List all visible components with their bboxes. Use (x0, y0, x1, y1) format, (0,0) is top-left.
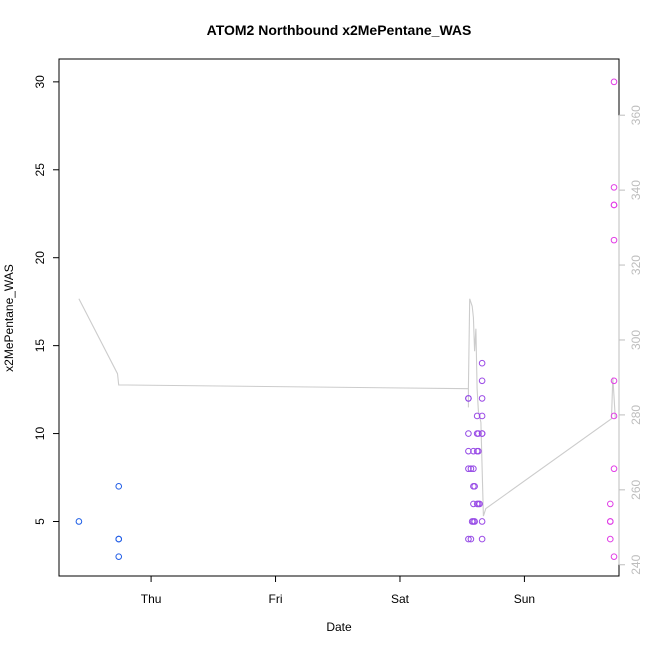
y-axis-label: x2MePentane_WAS (2, 264, 16, 372)
scatter-point (475, 430, 482, 437)
scatter-point (610, 236, 618, 244)
series-line-right-axis (78, 298, 616, 517)
y-tick-label-left: 30 (33, 75, 47, 89)
y-tick-label-left: 20 (33, 251, 47, 265)
scatter-point (478, 518, 486, 525)
scatter-point (470, 447, 477, 455)
scatter-point (467, 535, 475, 543)
y-tick-label-right: 260 (629, 480, 643, 500)
scatter-point (465, 535, 472, 543)
y-tick-label-left: 5 (33, 518, 47, 525)
scatter-point (610, 553, 618, 560)
x-tick-label: Thu (141, 592, 162, 606)
x-axis-label: Date (326, 620, 352, 634)
scatter-point (478, 430, 486, 437)
scatter-point (471, 483, 478, 490)
y-axis-right: 240 260 280 300 320 340 360 (618, 105, 643, 575)
y-tick-label-right: 300 (629, 330, 643, 350)
y-tick-label-left: 25 (33, 163, 47, 177)
scatter-point (478, 412, 486, 420)
y-tick-label-left: 15 (33, 339, 47, 353)
y-axis-left: 5 10 15 20 25 30 (33, 75, 60, 525)
scatter-point (115, 535, 123, 543)
scatter-point (471, 518, 478, 525)
scatter-point (75, 518, 83, 525)
scatter-point (610, 465, 618, 473)
x-tick-label: Sat (391, 592, 410, 606)
scatter-point (606, 518, 614, 525)
plot-frame (58, 58, 620, 577)
chart-title: ATOM2 Northbound x2MePentane_WAS (207, 22, 472, 38)
scatter-point (610, 78, 618, 86)
y-tick-label-right: 280 (629, 405, 643, 425)
scatter-point (606, 500, 614, 508)
scatter-point (478, 377, 486, 385)
scatter-point (610, 377, 618, 385)
scatter-point (610, 184, 618, 191)
scatter-point (478, 359, 486, 367)
y-tick-label-right: 340 (629, 180, 643, 200)
series-scatter-points (75, 78, 618, 560)
scatter-point (470, 500, 477, 508)
x-axis: Thu Fri Sat Sun (141, 576, 535, 606)
x-tick-label: Sun (514, 592, 535, 606)
scatter-point (465, 465, 472, 473)
series-line-path (78, 298, 616, 517)
x-tick-label: Fri (269, 592, 283, 606)
scatter-point (610, 412, 618, 420)
scatter-point (475, 447, 482, 455)
scatter-point (465, 430, 472, 437)
scatter-point (476, 500, 483, 508)
scatter-point (470, 465, 477, 473)
scatter-point (465, 395, 472, 402)
scatter-point (465, 447, 472, 455)
y-tick-label-left: 10 (33, 427, 47, 441)
scatter-point (115, 553, 123, 560)
y-tick-label-right: 360 (629, 105, 643, 125)
scatter-point (610, 201, 618, 209)
scatter-point (478, 535, 486, 543)
y-tick-label-right: 320 (629, 255, 643, 275)
scatter-point (115, 483, 123, 490)
scatter-point (473, 412, 481, 420)
scatter-point (606, 535, 614, 543)
scatter-point (478, 395, 486, 402)
y-tick-label-right: 240 (629, 554, 643, 574)
scatter-point (467, 465, 475, 473)
